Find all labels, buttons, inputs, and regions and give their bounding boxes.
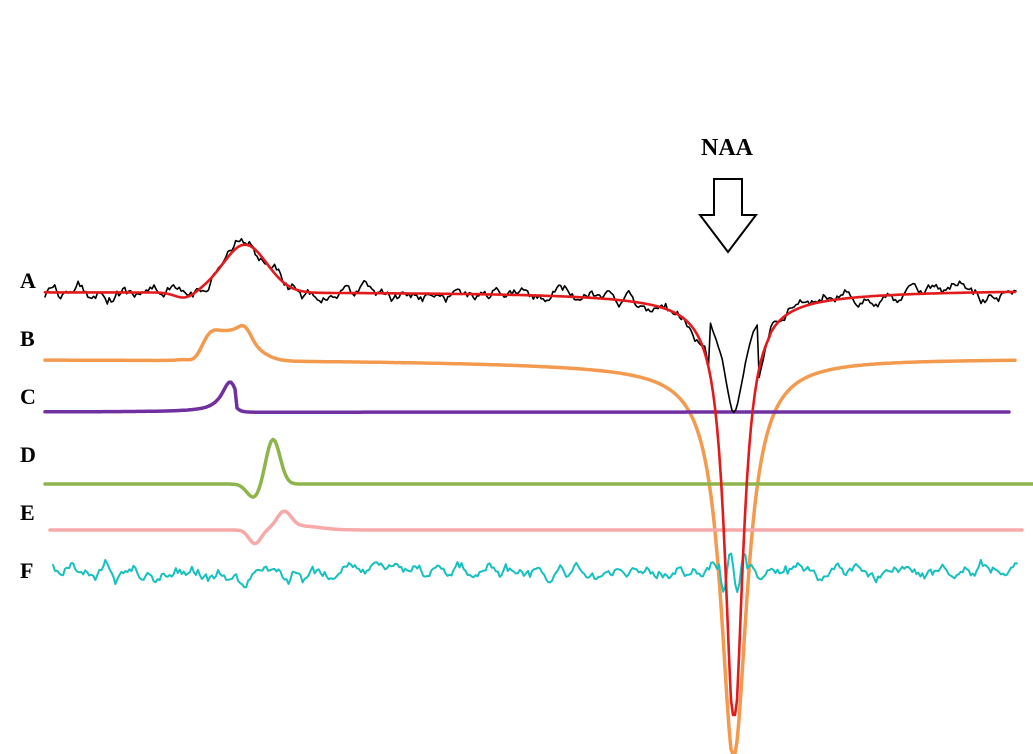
trace-a-measured-line: [44, 237, 1017, 414]
trace-label-b: B: [20, 326, 35, 351]
trace-e-line: [48, 509, 1024, 546]
trace-d-line: [43, 437, 1033, 499]
naa-label: NAA: [701, 135, 754, 161]
trace-label-a: A: [20, 268, 36, 293]
trace-f-line: [52, 552, 1018, 593]
trace-b-line: [43, 323, 1017, 754]
trace-label-c: C: [20, 384, 36, 409]
down-arrow-icon: [697, 178, 759, 254]
trace-label-f: F: [20, 558, 33, 583]
trace-label-e: E: [20, 500, 35, 525]
trace-label-d: D: [20, 442, 36, 467]
trace-a-fit-line: [43, 243, 1017, 717]
trace-c-line: [43, 380, 1011, 415]
